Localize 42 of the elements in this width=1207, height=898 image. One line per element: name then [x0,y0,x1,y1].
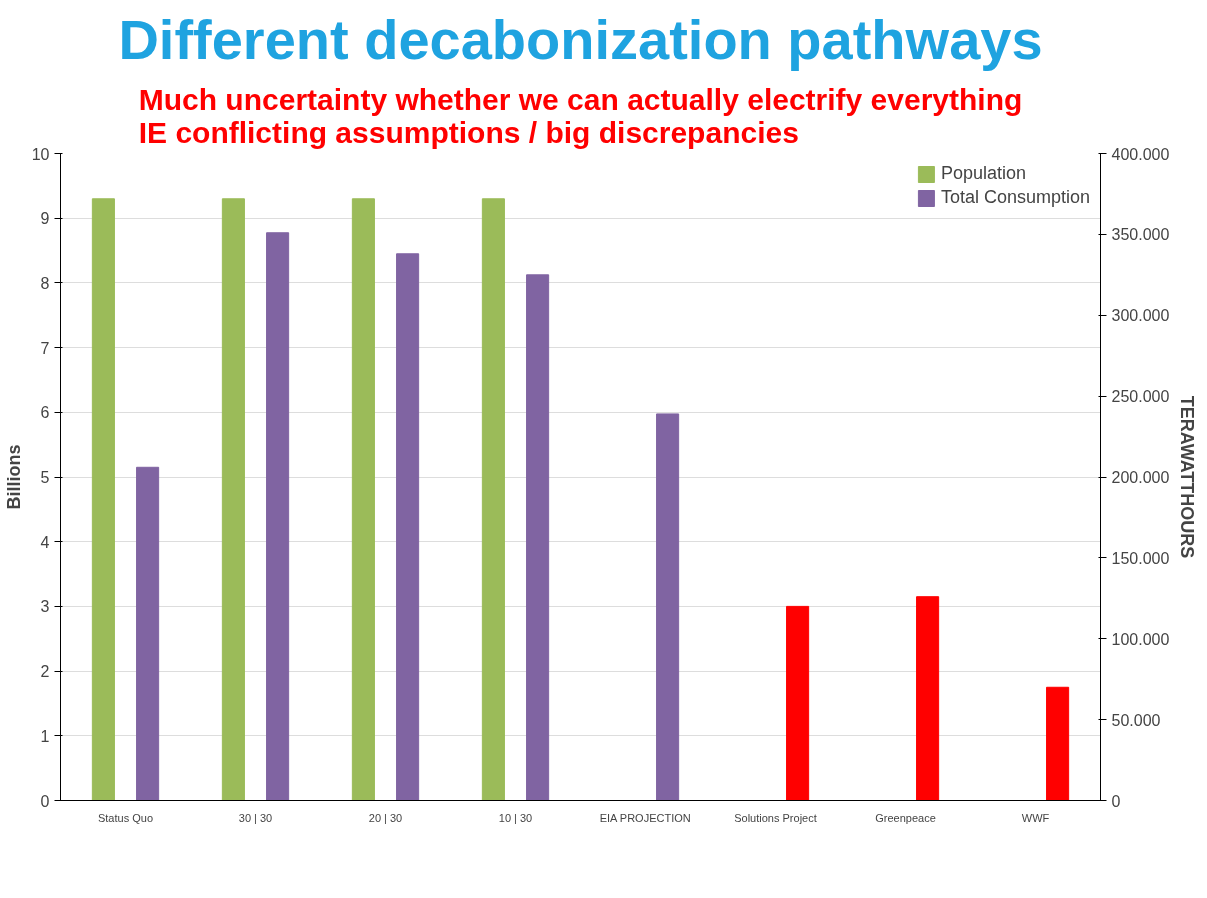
y2-tick-label: 400.000 [1111,145,1170,163]
bar [396,253,420,801]
bar [266,232,290,801]
chart-title: Different decabonization pathways [118,7,1043,71]
x-tick-label: 30 | 30 [238,811,273,824]
y2-tick-label: 300.000 [1111,307,1170,325]
bar [656,413,680,801]
y2-axis-title: TERAWATTHOURS [1177,395,1198,559]
x-tick-label: 10 | 30 [498,811,533,824]
x-tick-label: Greenpeace [875,811,936,824]
x-tick-label: EIA PROJECTION [599,811,691,824]
legend-label: Total Consumption [940,187,1090,208]
x-tick-label: Solutions Project [734,811,817,824]
x-tick-label: WWF [1021,811,1050,824]
chart-subtitle: Much uncertainty whether we can actually electrify everything IE conflicting assumptions / big discrepancies [138,82,1023,149]
x-tick-label: 20 | 30 [368,811,403,824]
bar [916,596,940,801]
y-tick-label: 7 [40,339,50,357]
bar [136,466,160,801]
y-tick-label: 1 [40,727,50,745]
y-tick-label: 0 [40,792,50,810]
y-tick-label: 4 [40,533,50,551]
y2-tick-label: 350.000 [1111,226,1170,244]
y-tick-label: 9 [40,210,50,228]
bar [1046,686,1070,801]
y2-tick-label: 100.000 [1111,630,1170,648]
y2-tick-label: 50.000 [1111,711,1161,729]
x-tick-label: Status Quo [97,811,154,824]
y-tick-label: 6 [40,404,50,422]
y-tick-label: 2 [40,663,50,681]
bar [786,605,810,801]
bar [526,274,550,801]
y-tick-label: 3 [40,598,50,616]
y-tick-label: 10 [31,145,50,163]
y2-tick-label: 150.000 [1111,549,1170,567]
legend-label: Population [940,163,1026,184]
y-axis-title: Billions [3,444,24,510]
y-tick-label: 5 [40,469,50,486]
y2-tick-label: 200.000 [1111,469,1170,486]
y2-tick-label: 250.000 [1111,388,1170,406]
y2-tick-label: 0 [1111,792,1121,810]
y-tick-label: 8 [40,274,50,292]
